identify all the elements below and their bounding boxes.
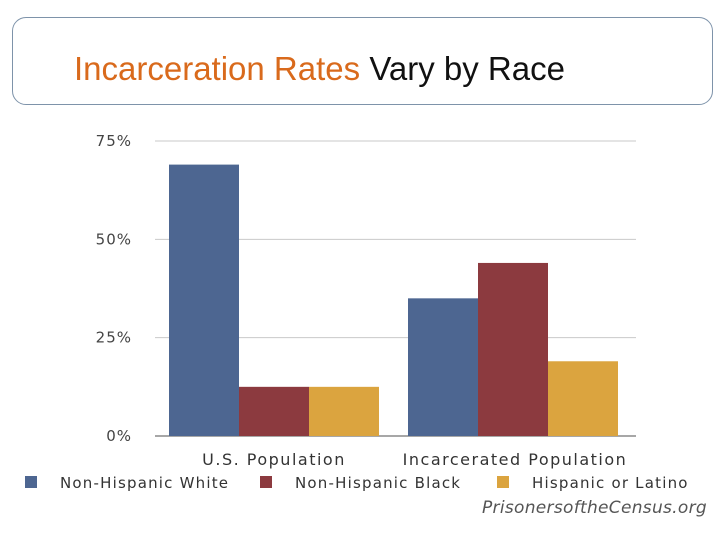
- bar: [408, 298, 478, 436]
- bars: [169, 164, 618, 436]
- x-axis-categories: U.S. Population Incarcerated Population: [202, 450, 628, 469]
- legend-label: Non-Hispanic Black: [295, 474, 461, 492]
- y-tick-label: 50%: [96, 230, 132, 248]
- bar: [239, 386, 309, 436]
- y-tick-label: 75%: [96, 132, 132, 150]
- title-rest: Vary by Race: [369, 50, 565, 87]
- bar: [169, 164, 239, 436]
- bar: [309, 386, 379, 436]
- title-accent: Incarceration Rates: [74, 50, 361, 87]
- slide-title: Incarceration Rates Vary by Race: [74, 49, 565, 89]
- legend-label: Hispanic or Latino: [532, 474, 689, 492]
- y-tick-label: 25%: [96, 329, 132, 347]
- legend-swatch: [260, 476, 272, 488]
- source-credit: PrisonersoftheCensus.org: [482, 498, 707, 518]
- legend-label: Non-Hispanic White: [60, 474, 229, 492]
- legend-swatch: [497, 476, 509, 488]
- x-category-label: U.S. Population: [202, 450, 346, 469]
- y-axis-ticks: 0% 25% 50% 75%: [96, 132, 132, 445]
- title-box: [12, 17, 713, 105]
- y-tick-label: 0%: [106, 427, 132, 445]
- legend-swatch: [25, 476, 37, 488]
- legend: Non-Hispanic White Non-Hispanic Black Hisp…: [25, 474, 689, 492]
- bar: [548, 361, 618, 436]
- x-category-label: Incarcerated Population: [403, 450, 628, 469]
- bar: [478, 262, 548, 436]
